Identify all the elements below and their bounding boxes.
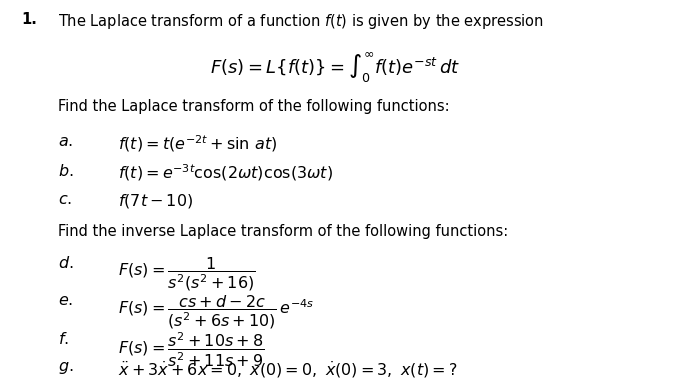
Text: $F(s)=L\{f(t)\}=\int_{0}^{\infty}f(t)e^{-st}\,dt$: $F(s)=L\{f(t)\}=\int_{0}^{\infty}f(t)e^{… — [211, 50, 460, 84]
Text: $F(s) = \dfrac{s^2+10s+8}{s^2+11s+9}$: $F(s) = \dfrac{s^2+10s+8}{s^2+11s+9}$ — [118, 331, 265, 369]
Text: The Laplace transform of a function $f(t)$ is given by the expression: The Laplace transform of a function $f(t… — [58, 12, 544, 31]
Text: $f(t) = t(e^{-2t} + \sin\,at)$: $f(t) = t(e^{-2t} + \sin\,at)$ — [118, 134, 278, 154]
Text: $a.$: $a.$ — [58, 134, 73, 149]
Text: $f.$: $f.$ — [58, 331, 69, 347]
Text: Find the Laplace transform of the following functions:: Find the Laplace transform of the follow… — [58, 99, 450, 114]
Text: $e.$: $e.$ — [58, 293, 73, 308]
Text: $d.$: $d.$ — [58, 255, 74, 271]
Text: $\ddot{x} + 3\dot{x} + 6x = 0,\ x(0) = 0,\ \dot{x}(0) = 3,\ x(t) = ?$: $\ddot{x} + 3\dot{x} + 6x = 0,\ x(0) = 0… — [118, 360, 458, 380]
Text: $f(7t - 10)$: $f(7t - 10)$ — [118, 191, 194, 209]
Text: $F(s) = \dfrac{cs+d-2c}{(s^2+6s+10)}\,e^{-4s}$: $F(s) = \dfrac{cs+d-2c}{(s^2+6s+10)}\,e^… — [118, 293, 315, 330]
Text: 1.: 1. — [22, 12, 37, 27]
Text: $b.$: $b.$ — [58, 162, 74, 178]
Text: Find the inverse Laplace transform of the following functions:: Find the inverse Laplace transform of th… — [58, 224, 508, 239]
Text: $F(s) = \dfrac{1}{s^2(s^2+16)}$: $F(s) = \dfrac{1}{s^2(s^2+16)}$ — [118, 255, 256, 293]
Text: $c.$: $c.$ — [58, 191, 72, 207]
Text: $f(t) = e^{-3t}\cos(2\omega t)\cos(3\omega t)$: $f(t) = e^{-3t}\cos(2\omega t)\cos(3\ome… — [118, 162, 334, 183]
Text: $g.$: $g.$ — [58, 360, 74, 376]
